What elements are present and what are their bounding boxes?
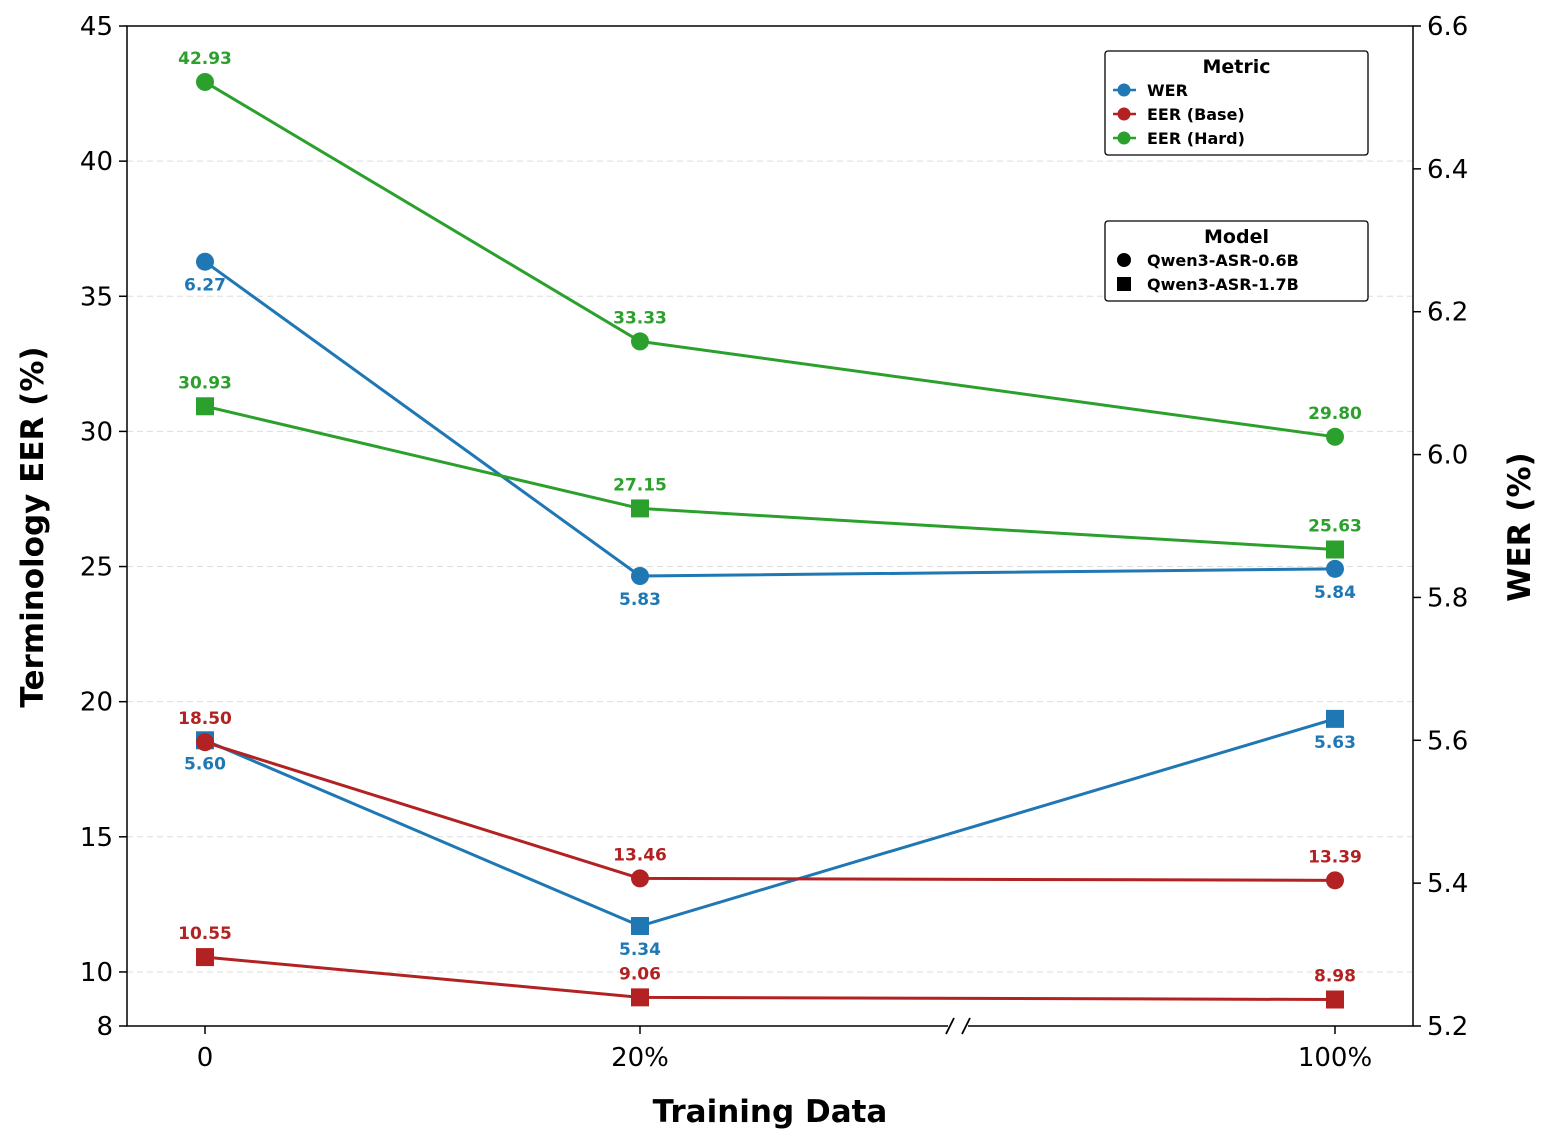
data-label: 5.60: [184, 754, 226, 774]
legend-item-label: Qwen3-ASR-0.6B: [1147, 251, 1299, 270]
y-axis-left-title: Terminology EER (%): [15, 346, 51, 707]
data-point: [196, 397, 214, 416]
y-left-tick-label: 35: [80, 282, 113, 312]
data-label: 5.63: [1314, 733, 1356, 753]
y-left-tick-label: 30: [80, 417, 113, 447]
data-label: 5.34: [619, 940, 661, 960]
legend-title: Metric: [1202, 56, 1270, 78]
y-right-tick-label: 6.6: [1427, 12, 1468, 42]
grid-lines: [127, 160, 1413, 973]
data-label: 13.39: [1308, 847, 1362, 867]
data-label: 5.84: [1314, 583, 1356, 603]
data-label: 29.80: [1308, 404, 1362, 424]
data-point: [1326, 990, 1344, 1009]
x-axis-title: Training Data: [653, 1094, 888, 1130]
legend-marker: [1117, 107, 1131, 121]
legend-box: [1104, 220, 1369, 302]
x-tick-label: 100%: [1298, 1043, 1372, 1073]
data-labels: 6.27 5.83 5.84 5.60 5.34 5.63 18.50 13.46 13.39 1…: [178, 49, 1362, 987]
data-label: 30.93: [178, 373, 232, 393]
data-point: [631, 332, 649, 351]
series-line: [204, 717, 1336, 928]
data-label: 25.63: [1308, 517, 1362, 537]
y-left-tick-label: 20: [80, 688, 113, 718]
legend-title: Model: [1204, 226, 1269, 248]
x-tick-label: 0: [197, 1043, 214, 1073]
y-left-tick-label: 15: [80, 823, 113, 853]
y-right-tick-label: 5.6: [1427, 726, 1468, 756]
data-point: [1326, 709, 1344, 728]
data-label: 33.33: [613, 308, 667, 328]
data-point: [631, 917, 649, 935]
y-left-tick-label: 45: [80, 12, 113, 42]
data-point: [196, 72, 214, 91]
legend-item-label: WER: [1147, 81, 1188, 100]
data-point: [1326, 427, 1344, 446]
series-line: [204, 260, 1336, 578]
y-left-tick-label: 8: [96, 1012, 113, 1042]
data-label: 6.27: [184, 276, 226, 296]
y-right-tick-label: 5.8: [1427, 583, 1468, 613]
legends: Metric WER EER (Base) EER (Hard) Model Qwen3-…: [1104, 50, 1369, 302]
data-point: [1326, 540, 1344, 559]
plot-frame: [126, 25, 1414, 1027]
data-label: 8.98: [1314, 967, 1356, 987]
x-tick-label: 20%: [611, 1043, 669, 1073]
y-right-tick-label: 6.0: [1427, 441, 1468, 471]
y-right-tick-label: 6.2: [1427, 298, 1468, 328]
legend-marker: [1117, 253, 1131, 267]
y-left-tick-label: 25: [80, 553, 113, 583]
data-label: 10.55: [178, 924, 232, 944]
data-point: [1326, 559, 1344, 578]
data-point: [631, 988, 649, 1007]
legend-marker: [1117, 83, 1131, 97]
y-left-tick-label: 10: [80, 958, 113, 988]
legend-marker: [1117, 277, 1131, 291]
legend-box: [1104, 50, 1369, 156]
axis-break-gap: [948, 1020, 968, 1032]
data-point: [196, 948, 214, 967]
y-left-tick-label: 40: [80, 147, 113, 177]
y-right-tick-label: 5.4: [1427, 869, 1468, 899]
data-point: [196, 733, 214, 752]
series-lines: [196, 72, 1344, 1009]
data-label: 13.46: [613, 845, 667, 865]
data-label: 9.06: [619, 964, 661, 984]
axes: 8 10 15 20 25 30 35 40 45 5.2 5.4 5.6 5.8 6.0 6.2 6.4 6.…: [80, 12, 1468, 1073]
data-point: [631, 499, 649, 518]
legend-item-label: EER (Hard): [1147, 129, 1245, 148]
legend-item-label: Qwen3-ASR-1.7B: [1147, 275, 1299, 294]
axis-break-mark: [945, 1017, 971, 1035]
data-label: 27.15: [613, 475, 667, 495]
data-point: [196, 252, 214, 271]
data-label: 5.83: [619, 590, 661, 610]
data-point: [631, 567, 649, 585]
data-label: 42.93: [178, 49, 232, 69]
y-axis-right-title: WER (%): [1502, 452, 1538, 601]
series-line: [204, 955, 1336, 1002]
series-line: [204, 404, 1336, 552]
y-right-tick-label: 6.4: [1427, 155, 1468, 185]
axis-break-line: [945, 1017, 955, 1035]
y-right-tick-label: 5.2: [1427, 1012, 1468, 1042]
data-point: [631, 869, 649, 888]
axis-break-line: [961, 1017, 971, 1035]
data-label: 18.50: [178, 709, 232, 729]
legend-item-label: EER (Base): [1147, 105, 1245, 124]
legend-marker: [1117, 131, 1131, 145]
data-point: [1326, 871, 1344, 890]
